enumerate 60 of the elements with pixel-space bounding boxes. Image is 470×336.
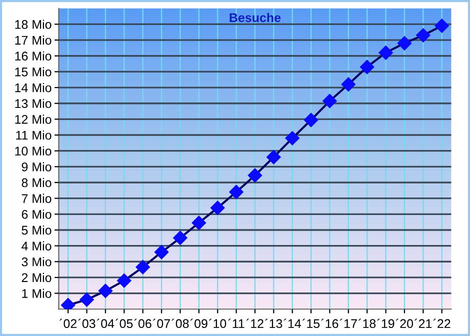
x-tick-label: ´10 — [209, 318, 226, 328]
x-tick-label: ´19 — [377, 318, 394, 328]
y-tick-label: 8 Mio — [22, 178, 52, 188]
point — [229, 184, 244, 200]
y-tick-label: 9 Mio — [22, 162, 52, 172]
y-tick-label: 16 Mio — [15, 51, 52, 61]
point — [378, 46, 393, 60]
x-tick-label: ´05 — [116, 318, 133, 328]
x-tick-label: ´09 — [190, 318, 208, 328]
y-tick-label: 14 Mio — [15, 83, 52, 92]
y-tick-label: 12 Mio — [15, 114, 52, 124]
y-tick-label: 10 Mio — [15, 146, 52, 156]
x-tick-label: ´17 — [340, 318, 357, 328]
x-tick-label: ´15 — [302, 318, 320, 328]
point — [434, 18, 449, 33]
point — [98, 284, 113, 298]
point — [154, 245, 169, 260]
x-tick-label: ´04 — [96, 318, 114, 328]
x-tick-label: ´14 — [284, 318, 302, 328]
point — [285, 131, 300, 146]
x-tick-label: ´06 — [134, 318, 152, 328]
x-tick-label: ´18 — [358, 318, 376, 328]
point — [210, 200, 225, 215]
x-tick-label: ´12 — [246, 318, 264, 328]
x-tick-label: ´07 — [152, 318, 170, 328]
y-tick-label: 17 Mio — [15, 36, 52, 45]
point — [192, 216, 206, 230]
point — [360, 60, 374, 74]
point — [397, 36, 412, 50]
y-tick-label: 5 Mio — [22, 225, 52, 235]
x-tick-label: ´13 — [265, 318, 282, 328]
y-tick-label: 1 Mio — [22, 288, 52, 298]
point — [117, 274, 132, 288]
y-tick-label: 2 Mio — [22, 272, 52, 282]
point — [248, 168, 262, 182]
x-tick-label: ´16 — [321, 318, 338, 328]
y-tick-label: 18 Mio — [15, 20, 52, 29]
x-tick-label: ´08 — [172, 318, 189, 328]
point — [80, 292, 94, 307]
x-tick-label: ´11 — [228, 318, 244, 328]
x-tick-label: ´21 — [414, 318, 432, 328]
x-tick-label: ´02 — [60, 318, 76, 328]
point — [304, 112, 318, 128]
x-tick-label: ´20 — [396, 318, 414, 328]
point — [416, 28, 430, 42]
x-tick-label: ´22 — [433, 318, 450, 328]
chart-title: Besuche — [230, 12, 281, 22]
point — [136, 260, 150, 274]
point — [266, 150, 281, 164]
point — [341, 77, 356, 92]
y-tick-label: 11 Mio — [16, 130, 52, 140]
y-tick-label: 13 Mio — [15, 98, 52, 108]
point — [322, 94, 337, 108]
point — [173, 230, 188, 245]
y-tick-label: 3 Mio — [22, 257, 52, 266]
x-tick-label: ´03 — [78, 318, 96, 328]
y-tick-label: 7 Mio — [22, 194, 52, 203]
y-tick-label: 4 Mio — [22, 241, 52, 250]
y-tick-label: 15 Mio — [15, 67, 52, 76]
y-tick-label: 6 Mio — [22, 210, 52, 219]
